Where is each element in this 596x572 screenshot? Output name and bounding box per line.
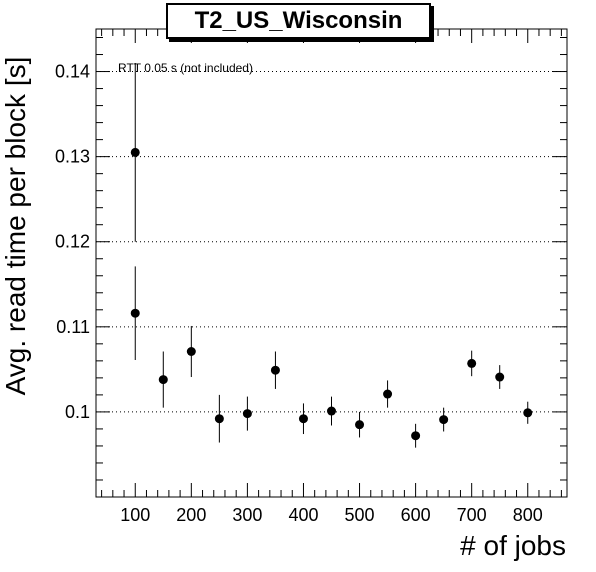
chart-title: T2_US_Wisconsin xyxy=(166,3,431,39)
grid-lines xyxy=(96,71,567,413)
y-tick-label: 0.14 xyxy=(55,62,90,82)
x-tick-label: 700 xyxy=(457,505,487,525)
data-point xyxy=(327,406,336,416)
data-point xyxy=(298,414,308,424)
data-point xyxy=(355,420,365,430)
data-point xyxy=(439,415,449,425)
y-tick-label: 0.1 xyxy=(65,402,90,422)
y-tick-labels: 0.1 0.11 0.12 0.13 0.14 xyxy=(55,62,90,422)
data-point xyxy=(214,414,224,424)
data-point xyxy=(467,358,477,368)
plot-frame xyxy=(95,28,568,498)
data-point xyxy=(130,147,140,157)
data-points xyxy=(130,63,533,448)
y-axis-label: Avg. read time per block [s] xyxy=(0,56,31,396)
data-point xyxy=(186,346,196,356)
minor-ticks xyxy=(96,29,567,497)
y-tick-label: 0.13 xyxy=(55,147,90,167)
data-point xyxy=(158,375,168,385)
x-tick-label: 600 xyxy=(401,505,431,525)
x-tick-label: 100 xyxy=(120,505,150,525)
y-tick-label: 0.11 xyxy=(56,317,90,337)
x-axis-label: # of jobs xyxy=(460,530,566,561)
data-point xyxy=(495,372,505,382)
data-point xyxy=(383,389,393,399)
data-point xyxy=(242,409,252,419)
x-tick-label: 300 xyxy=(232,505,262,525)
data-point xyxy=(411,431,421,441)
x-tick-labels: 100 200 300 400 500 600 700 800 xyxy=(120,505,543,525)
x-tick-label: 400 xyxy=(288,505,318,525)
major-ticks xyxy=(96,29,567,497)
y-tick-label: 0.12 xyxy=(55,232,90,252)
data-point xyxy=(270,365,280,375)
x-tick-label: 200 xyxy=(176,505,206,525)
x-tick-label: 800 xyxy=(513,505,543,525)
data-point xyxy=(130,308,140,318)
x-tick-label: 500 xyxy=(345,505,375,525)
data-point xyxy=(523,408,533,418)
rtt-annotation: RTT 0.05 s (not included) xyxy=(118,61,253,75)
